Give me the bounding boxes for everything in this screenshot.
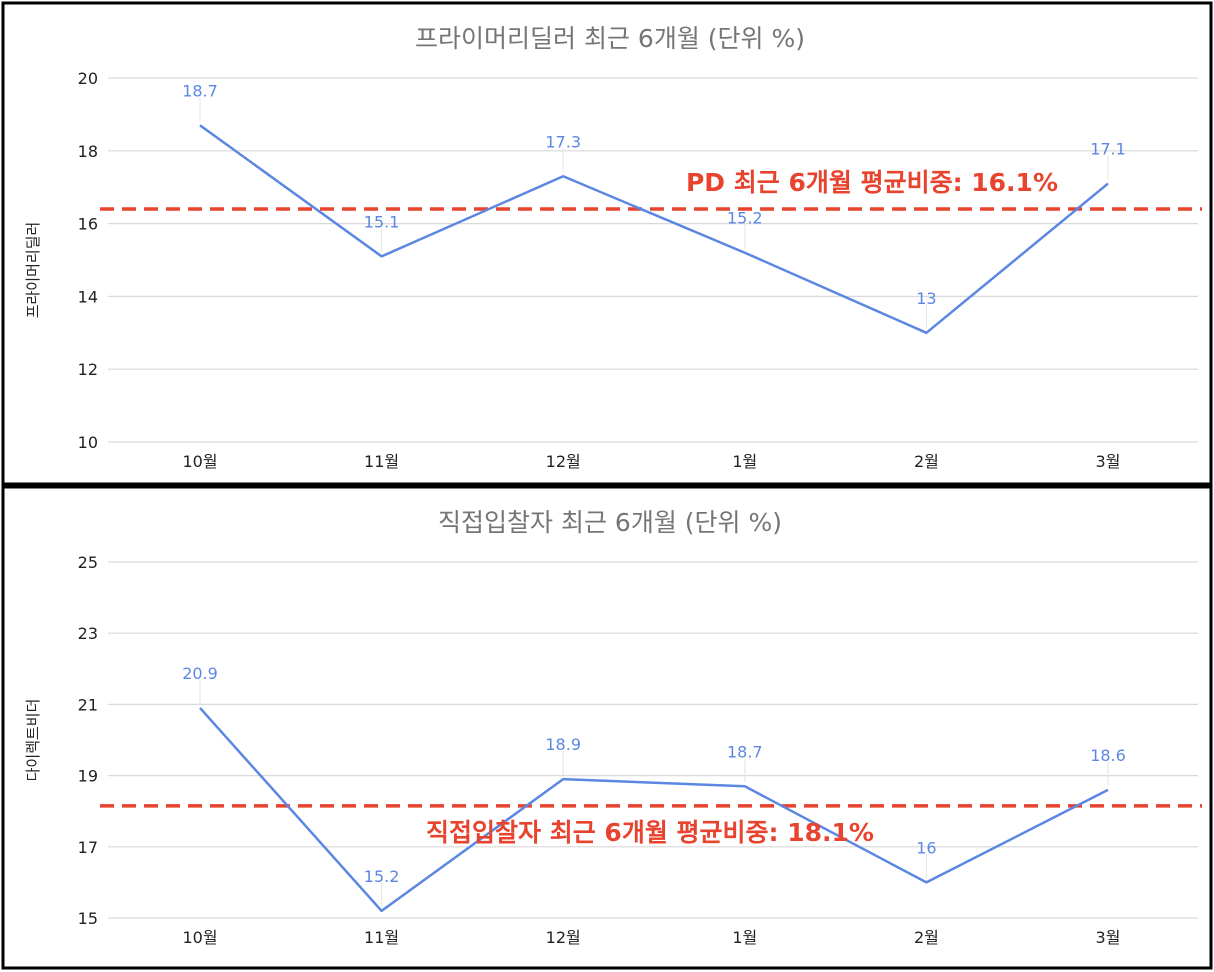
primary-dealer-chart: 프라이머리딜러 최근 6개월 (단위 %) 프라이머리딜러 10 12 14 16 18…	[1, 1, 1213, 486]
y-tick-label: 12	[78, 360, 98, 379]
data-label: 13	[916, 289, 936, 308]
data-label: 18.7	[727, 742, 763, 761]
average-annotation: PD 최근 6개월 평균비중: 16.1%	[686, 168, 1058, 197]
direct-bidder-chart: 직접입찰자 최근 6개월 (단위 %) 다이렉트비더 151719212325 …	[1, 485, 1213, 970]
data-label: 17.3	[545, 132, 581, 151]
x-tick-label: 11월	[364, 928, 399, 947]
y-tick-label: 16	[78, 215, 98, 234]
data-label: 15.1	[364, 212, 400, 231]
x-tick-label: 3월	[1096, 452, 1121, 471]
chart-frame	[1, 485, 1213, 970]
data-labels: 20.9 15.2 18.9 18.7 16 18.6	[182, 664, 1126, 907]
x-tick-label: 2월	[914, 452, 939, 471]
average-annotation: 직접입찰자 최근 6개월 평균비중: 18.1%	[426, 818, 874, 847]
data-label: 16	[916, 838, 936, 857]
data-label: 18.9	[545, 735, 581, 754]
chart-frame	[1, 1, 1213, 486]
data-labels: 18.7 15.1 17.3 15.2 13 17.1	[182, 81, 1126, 329]
series-line	[199, 124, 1109, 335]
x-tick-label: 1월	[732, 452, 757, 471]
x-tick-label: 12월	[546, 928, 581, 947]
series-polyline	[199, 124, 1109, 335]
chart-title: 직접입찰자 최근 6개월 (단위 %)	[438, 508, 782, 537]
data-label: 15.2	[364, 867, 400, 886]
data-label: 17.1	[1090, 140, 1126, 159]
series-line	[199, 707, 1109, 913]
y-tick-labels: 10 12 14 16 18 20	[78, 69, 98, 452]
x-tick-label: 3월	[1096, 928, 1121, 947]
y-tick-label: 21	[78, 695, 98, 714]
y-axis-label: 프라이머리딜러	[24, 222, 42, 319]
x-tick-label: 12월	[546, 452, 581, 471]
chart-title: 프라이머리딜러 최근 6개월 (단위 %)	[415, 24, 805, 53]
y-tick-label: 14	[78, 287, 98, 306]
y-tick-labels: 15 17 19 21 23 25	[78, 553, 98, 928]
x-tick-labels: 10월 11월 12월 1월 2월 3월	[182, 928, 1120, 947]
y-tick-label: 10	[78, 433, 98, 452]
x-tick-label: 2월	[914, 928, 939, 947]
y-tick-label: 25	[78, 553, 98, 572]
x-tick-label: 1월	[732, 928, 757, 947]
gridlines	[108, 561, 1198, 919]
data-label: 18.6	[1090, 746, 1126, 765]
series-polyline	[199, 707, 1109, 913]
x-tick-label: 10월	[182, 928, 217, 947]
y-tick-label: 23	[78, 624, 98, 643]
y-tick-label: 18	[78, 142, 98, 161]
data-label: 20.9	[182, 664, 218, 683]
data-label: 15.2	[727, 209, 763, 228]
y-tick-label: 17	[78, 838, 98, 857]
x-tick-labels: 10월 11월 12월 1월 2월 3월	[182, 452, 1120, 471]
x-tick-label: 10월	[182, 452, 217, 471]
gridlines	[108, 77, 1198, 443]
y-tick-label: 15	[78, 909, 98, 928]
y-tick-label: 20	[78, 69, 98, 88]
y-axis-label: 다이렉트비더	[24, 699, 42, 782]
data-label: 18.7	[182, 81, 218, 100]
y-tick-label: 19	[78, 767, 98, 786]
x-tick-label: 11월	[364, 452, 399, 471]
